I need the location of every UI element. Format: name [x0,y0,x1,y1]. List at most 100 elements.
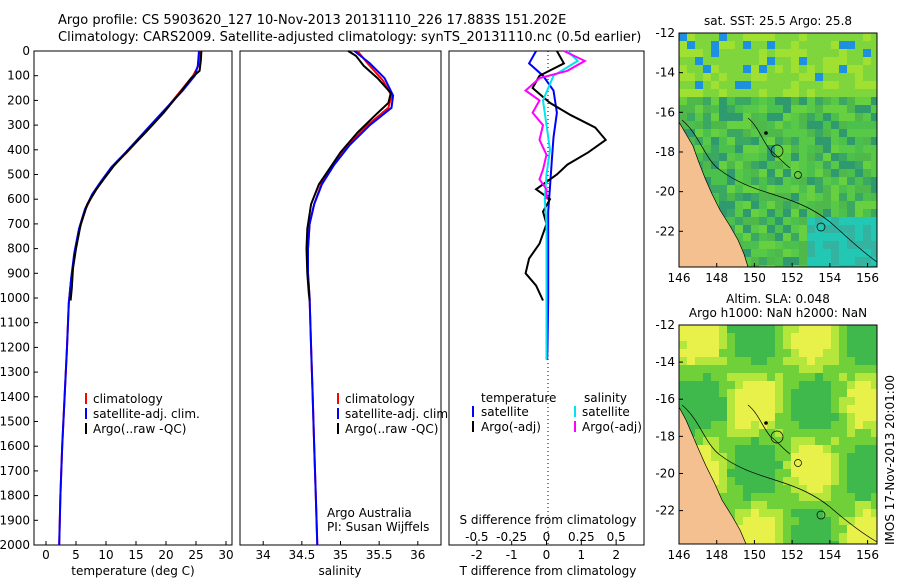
sla-cell [791,509,800,518]
sst-cell [727,217,736,226]
sst-cell [847,73,856,82]
sla-cell [783,429,792,438]
sla-cell [815,341,824,350]
x-tick-label: 20 [158,548,173,562]
sla-cell [799,373,808,382]
sst-cell [783,89,792,98]
sst-cell [775,265,784,267]
sst-cell [807,225,816,234]
sst-cell [855,161,864,170]
sst-cell [687,33,696,42]
sst-cell [751,57,760,66]
sst-cell [767,97,776,106]
sst-cell [759,137,768,146]
sst-cell [839,73,848,82]
sla-cell [839,501,848,510]
sst-cell [831,113,840,122]
sst-cell [823,265,832,267]
sla-cell [759,397,768,406]
sst-cell [799,137,808,146]
sst-reef-outline [747,117,791,169]
sst-cell [855,249,864,258]
sst-cell [767,209,776,218]
depth-tick-label: 300 [7,118,30,132]
sla-cell [735,485,744,494]
sst-cell [871,97,877,106]
sst-cell [759,257,768,266]
sst-cell [847,225,856,234]
sst-cell [775,209,784,218]
sst-cell [759,233,768,242]
sla-cell [735,437,744,446]
sla-cell [847,517,856,526]
sst-cell [703,89,712,98]
sla-cell [687,381,696,390]
sst-cell [751,169,760,178]
sla-cell [783,445,792,454]
sst-cell [703,145,712,154]
sla-cell [759,493,768,502]
sla-cell [743,525,752,534]
sla-cell [855,541,864,544]
sla-reef-circle [770,430,784,444]
series-line [527,50,558,360]
sst-cell [751,193,760,202]
sla-cell [823,397,832,406]
sst-cell [783,201,792,210]
sst-cell [735,97,744,106]
sla-cell [847,413,856,422]
sst-cell [743,137,752,146]
sla-cell [735,413,744,422]
sla-cell [751,461,760,470]
sst-cell [863,217,872,226]
sla-cell [759,501,768,510]
sla-cell [791,477,800,486]
sst-cell [871,265,877,267]
sla-cell [783,525,792,534]
sla-cell [855,373,864,382]
sla-cell [847,437,856,446]
sst-cell [871,169,877,178]
sst-map: sat. SST: 25.5 Argo: 25.8 146 148 150 152 15… [655,14,879,285]
sst-cell [799,153,808,162]
sla-cell [759,341,768,350]
sst-cell [759,169,768,178]
sla-cell [871,389,877,398]
sst-cell [743,185,752,194]
sst-cell [735,49,744,58]
sst-cell [799,209,808,218]
sst-cell [863,113,872,122]
sla-cell [855,445,864,454]
sst-cell [759,113,768,122]
sst-cell [855,225,864,234]
sla-cell [703,373,712,382]
sst-cell [847,41,856,50]
sst-cell [863,193,872,202]
sst-cell [791,73,800,82]
sla-cell [687,341,696,350]
sla-cell [711,373,720,382]
sla-cell [751,381,760,390]
sst-cell [759,217,768,226]
legend-argo-label: Argo(..raw -QC) [345,422,438,436]
sst-cell [839,257,848,266]
sla-cell [855,437,864,446]
sst-cell [775,89,784,98]
sla-cell [799,397,808,406]
sla-cell [831,333,840,342]
sst-cell [823,65,832,74]
sst-cell [815,41,824,50]
sla-cell [815,533,824,542]
sla-cell [751,389,760,398]
sst-cell [719,105,728,114]
sst-cell [735,177,744,186]
sst-cell [727,145,736,154]
sla-cell [847,493,856,502]
sst-cell [855,265,864,267]
sst-cell [823,209,832,218]
sst-cell [695,145,704,154]
sla-cell [767,333,776,342]
sla-cell [695,349,704,358]
sla-cell [703,381,712,390]
sst-cell [751,257,760,266]
